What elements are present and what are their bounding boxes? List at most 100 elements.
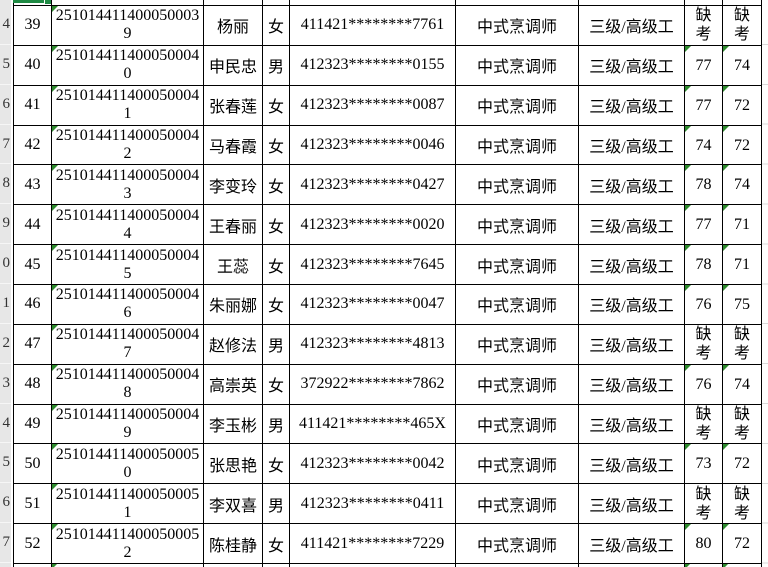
cell-gender[interactable]: 女 (263, 285, 290, 325)
cell-name[interactable]: 马春霞 (204, 125, 263, 166)
cell-score-2[interactable]: 72 (723, 85, 762, 126)
cell-score-1[interactable]: 缺考 (685, 324, 723, 365)
cell-seq[interactable]: 40 (14, 45, 52, 86)
cell-occupation[interactable]: 中式烹调师 (456, 165, 579, 206)
cell-occupation[interactable]: 中式烹调师 (456, 444, 579, 485)
cell-seq[interactable]: 49 (14, 404, 52, 445)
row-header[interactable]: 8 (0, 164, 11, 205)
cell-id-number[interactable]: 412323********7645 (290, 245, 456, 286)
row-header[interactable]: 4 (0, 404, 11, 444)
row-header[interactable]: 4 (0, 5, 11, 45)
cell-name[interactable]: 张思艳 (204, 444, 263, 485)
cell-name[interactable]: 申民忠 (204, 45, 263, 86)
cell-occupation[interactable]: 中式烹调师 (456, 245, 579, 286)
cell-name[interactable]: 李玉彬 (204, 404, 263, 445)
row-header[interactable]: 9 (0, 204, 11, 245)
cell-exam-id[interactable]: 2510144114000500051 (52, 484, 204, 525)
cell-score-1[interactable]: 77 (685, 85, 723, 126)
row-header[interactable]: 6 (0, 483, 11, 524)
cell-gender[interactable]: 女 (263, 85, 290, 126)
cell-score-2[interactable]: 71 (723, 245, 762, 286)
cell-level[interactable]: 三级/高级工 (579, 285, 685, 325)
cell-score-1[interactable]: 78 (685, 245, 723, 286)
cell-id-number[interactable]: 411421********465X (290, 404, 456, 445)
row-header[interactable]: 5 (0, 45, 11, 85)
cell-exam-id[interactable]: 2510144114000500044 (52, 205, 204, 246)
cell-id-number[interactable]: 412323********0020 (290, 205, 456, 246)
cell-gender[interactable]: 女 (263, 245, 290, 286)
cell-id-number[interactable]: 412323********0042 (290, 444, 456, 485)
cell-exam-id[interactable]: 2510144114000500040 (52, 45, 204, 86)
cell-exam-id[interactable]: 2510144114000500049 (52, 404, 204, 445)
cell-score-2[interactable]: 74 (723, 45, 762, 86)
cell-id-number[interactable]: 412323********0427 (290, 165, 456, 206)
cell-score-2[interactable]: 71 (723, 205, 762, 246)
cell-gender[interactable]: 男 (263, 45, 290, 86)
cell-score-2[interactable]: 缺考 (723, 6, 762, 46)
cell-occupation[interactable]: 中式烹调师 (456, 205, 579, 246)
cell-level[interactable]: 三级/高级工 (579, 165, 685, 206)
row-header[interactable]: 2 (0, 324, 11, 364)
cell-gender[interactable]: 女 (263, 524, 290, 565)
cell-id-number[interactable]: 412323********0047 (290, 285, 456, 325)
selection-fill-handle[interactable] (44, 0, 51, 5)
cell-exam-id[interactable]: 2510144114000500039 (52, 6, 204, 46)
cell-occupation[interactable]: 中式烹调师 (456, 404, 579, 445)
cell-exam-id[interactable]: 2510144114000500042 (52, 125, 204, 166)
row-header[interactable]: 0 (0, 244, 11, 285)
row-header[interactable]: 7 (0, 125, 11, 165)
cell-gender[interactable]: 男 (263, 484, 290, 525)
cell-level[interactable]: 三级/高级工 (579, 484, 685, 525)
cell-name[interactable]: 朱丽娜 (204, 285, 263, 325)
cell-exam-id[interactable]: 2510144114000500045 (52, 245, 204, 286)
cell-seq[interactable]: 45 (14, 245, 52, 286)
row-header[interactable]: 7 (0, 523, 11, 564)
cell-level[interactable]: 三级/高级工 (579, 364, 685, 405)
cell-name[interactable]: 张春莲 (204, 85, 263, 126)
cell-name[interactable]: 赵修法 (204, 324, 263, 365)
cell-exam-id[interactable]: 2510144114000500041 (52, 85, 204, 126)
cell-name[interactable]: 杨丽 (204, 6, 263, 46)
cell-name[interactable]: 李变玲 (204, 165, 263, 206)
row-header[interactable]: 5 (0, 443, 11, 484)
row-header[interactable]: 6 (0, 85, 11, 125)
cell-exam-id[interactable]: 2510144114000500050 (52, 444, 204, 485)
cell-score-1[interactable]: 缺考 (685, 6, 723, 46)
cell-level[interactable]: 三级/高级工 (579, 444, 685, 485)
cell-exam-id[interactable]: 2510144114000500043 (52, 165, 204, 206)
cell-score-1[interactable]: 76 (685, 364, 723, 405)
cell-level[interactable]: 三级/高级工 (579, 45, 685, 86)
cell-gender[interactable]: 女 (263, 444, 290, 485)
cell-score-1[interactable]: 73 (685, 444, 723, 485)
cell-occupation[interactable]: 中式烹调师 (456, 125, 579, 166)
cell-score-1[interactable]: 76 (685, 285, 723, 325)
cell-gender[interactable]: 女 (263, 165, 290, 206)
cell-id-number[interactable]: 372922********7862 (290, 364, 456, 405)
cell-score-1[interactable]: 缺考 (685, 404, 723, 445)
cell-occupation[interactable]: 中式烹调师 (456, 364, 579, 405)
cell-score-1[interactable]: 缺考 (685, 484, 723, 525)
cell-exam-id[interactable]: 2510144114000500047 (52, 324, 204, 365)
cell-occupation[interactable]: 中式烹调师 (456, 324, 579, 365)
cell-score-1[interactable]: 80 (685, 524, 723, 565)
cell-id-number[interactable]: 412323********0411 (290, 484, 456, 525)
cell-score-2[interactable]: 72 (723, 444, 762, 485)
cell-exam-id[interactable]: 2510144114000500052 (52, 524, 204, 565)
cell-seq[interactable]: 50 (14, 444, 52, 485)
cell-exam-id[interactable]: 2510144114000500046 (52, 285, 204, 325)
cell-occupation[interactable]: 中式烹调师 (456, 484, 579, 525)
cell-gender[interactable]: 男 (263, 324, 290, 365)
cell-id-number[interactable]: 412323********0046 (290, 125, 456, 166)
cell-seq[interactable]: 52 (14, 524, 52, 565)
cell-gender[interactable]: 女 (263, 6, 290, 46)
cell-name[interactable]: 李双喜 (204, 484, 263, 525)
cell-id-number[interactable]: 411421********7761 (290, 6, 456, 46)
row-header[interactable]: 1 (0, 284, 11, 324)
cell-seq[interactable]: 48 (14, 364, 52, 405)
cell-gender[interactable]: 女 (263, 125, 290, 166)
cell-score-2[interactable]: 75 (723, 285, 762, 325)
cell-name[interactable]: 王蕊 (204, 245, 263, 286)
cell-score-2[interactable]: 缺考 (723, 484, 762, 525)
cell-seq[interactable]: 43 (14, 165, 52, 206)
cell-occupation[interactable]: 中式烹调师 (456, 85, 579, 126)
